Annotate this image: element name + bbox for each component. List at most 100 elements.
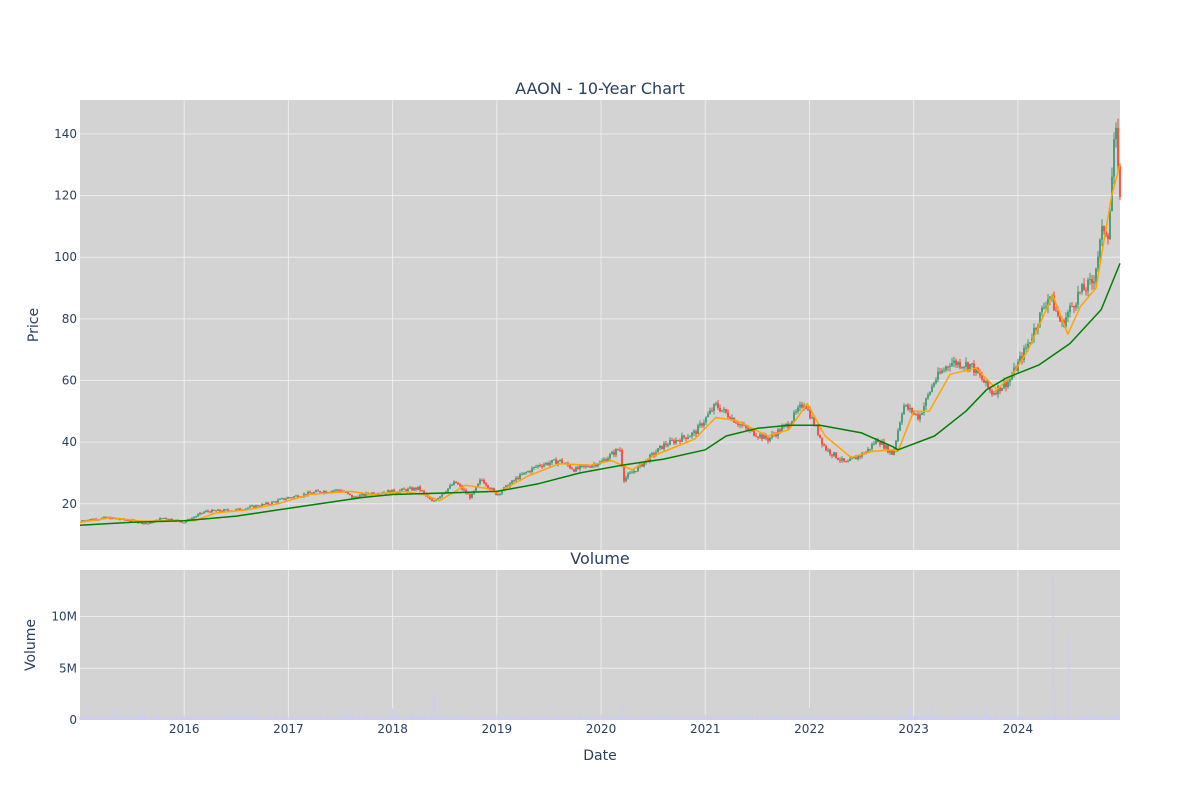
candle-body (541, 465, 543, 467)
volume-bar (159, 715, 161, 720)
volume-bar (347, 717, 349, 720)
candle-body (831, 454, 833, 456)
candle-body (219, 509, 221, 512)
volume-bar (474, 717, 476, 720)
candle-body (641, 463, 643, 467)
volume-bar (183, 715, 185, 720)
volume-bar (552, 718, 554, 720)
volume-bar (1057, 718, 1059, 720)
volume-bar (950, 717, 952, 720)
volume-bar (895, 716, 897, 720)
volume-bar (920, 718, 922, 720)
volume-bar (405, 717, 407, 720)
volume-bar (272, 717, 274, 720)
volume-bar (742, 715, 744, 720)
volume-bar (584, 715, 586, 720)
volume-bar (430, 716, 432, 720)
candle-body (105, 516, 107, 518)
candle-body (925, 398, 927, 406)
candle-body (499, 493, 501, 495)
candle-body (409, 487, 411, 489)
volume-bar (257, 716, 259, 720)
volume-bar (437, 716, 439, 720)
volume-bar (303, 718, 305, 720)
volume-bar (541, 715, 543, 720)
volume-bar (825, 716, 827, 720)
volume-bar (425, 716, 427, 720)
price-y-tick-label: 80 (62, 312, 77, 326)
candle-body (91, 519, 93, 521)
x-tick-label: 2022 (794, 722, 825, 736)
volume-bar (560, 717, 562, 720)
candle-body (935, 379, 937, 383)
candle-body (235, 509, 237, 511)
volume-bar (292, 715, 294, 720)
volume-bar (330, 718, 332, 720)
candle-body (441, 494, 443, 497)
volume-bar (311, 718, 313, 720)
volume-bar (909, 707, 912, 720)
volume-bar (180, 714, 182, 720)
volume-bar (190, 718, 192, 720)
volume-bar (582, 717, 584, 720)
candle-body (703, 422, 705, 426)
volume-bar (399, 715, 401, 720)
volume-bar (214, 715, 216, 720)
volume-bar (624, 717, 626, 720)
volume-y-tick-label: 5M (59, 661, 77, 675)
volume-bar (281, 717, 283, 720)
candle-body (775, 434, 777, 437)
candle-body (1027, 343, 1029, 348)
volume-bar (457, 714, 459, 720)
volume-bar (724, 715, 726, 720)
volume-bar (137, 715, 139, 720)
candle-body (997, 385, 999, 395)
volume-bar (1025, 717, 1027, 720)
volume-bar (488, 715, 490, 720)
volume-bar (208, 718, 210, 720)
volume-bar (622, 715, 624, 720)
volume-bar (460, 715, 462, 720)
volume-bar (234, 716, 236, 720)
candle-body (837, 458, 839, 460)
volume-bar (91, 715, 93, 720)
volume-bar (1040, 717, 1042, 720)
candle-body (283, 498, 285, 500)
candle-body (519, 474, 521, 480)
volume-bar (357, 715, 359, 720)
candle-body (571, 468, 573, 470)
volume-bar (1101, 716, 1103, 720)
volume-bar (403, 715, 405, 720)
volume-bar (144, 714, 146, 720)
volume-bar (1006, 715, 1008, 720)
volume-bar (346, 717, 348, 720)
volume-bar (1068, 634, 1070, 720)
volume-bar (1001, 718, 1003, 720)
candle-body (237, 508, 239, 510)
volume-bar (668, 717, 670, 720)
volume-bar (178, 716, 180, 720)
candle-body (963, 366, 965, 368)
volume-bar (849, 717, 851, 720)
candle-body (617, 449, 619, 451)
candle-body (667, 444, 669, 446)
candle-body (727, 412, 729, 418)
candle-body (215, 510, 217, 512)
candle-body (467, 493, 469, 495)
volume-bar (433, 693, 435, 720)
candle-body (1003, 381, 1005, 388)
volume-bar (481, 717, 483, 720)
price-axis-title: Price (26, 308, 42, 342)
candle-body (931, 386, 933, 392)
candle-body (813, 417, 815, 426)
volume-bar (754, 717, 756, 720)
volume-bar (233, 717, 235, 720)
candle-body (287, 497, 289, 499)
candle-body (855, 457, 857, 460)
volume-bar (472, 716, 474, 720)
candle-body (351, 494, 353, 498)
candle-body (613, 451, 615, 455)
volume-bar (630, 714, 632, 720)
volume-bar (679, 716, 681, 720)
candle-body (185, 521, 187, 523)
